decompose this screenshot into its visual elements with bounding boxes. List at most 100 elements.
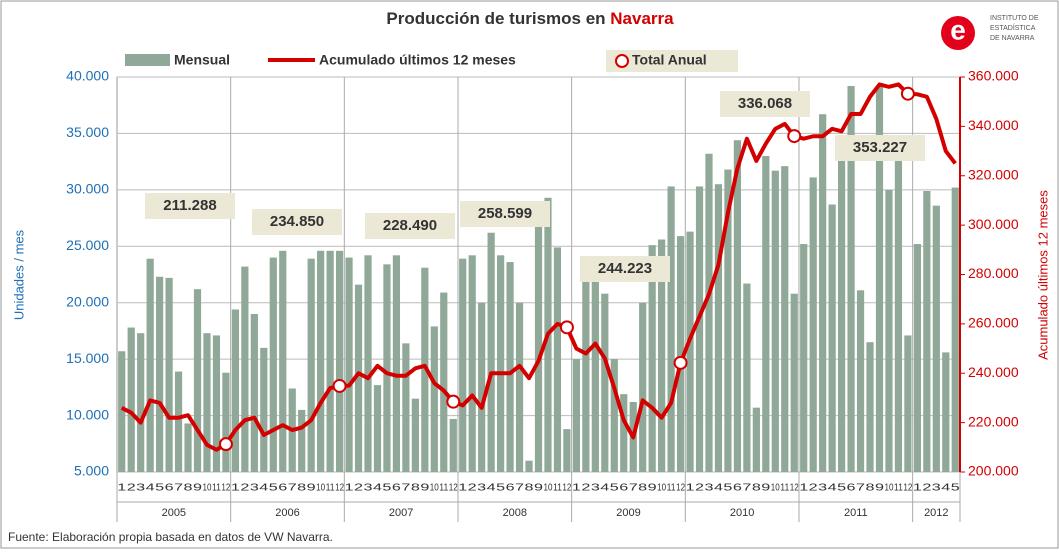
x-tick-label: 7 <box>288 483 298 494</box>
x-tick-label: 11 <box>780 483 789 494</box>
bar <box>790 293 798 472</box>
bar <box>137 333 145 472</box>
bar <box>203 333 211 472</box>
x-tick-label: 6 <box>847 483 857 494</box>
x-tick-label: 5 <box>269 483 279 494</box>
bar <box>942 352 950 472</box>
bar <box>894 160 903 472</box>
x-tick-label: 11 <box>553 483 562 494</box>
x-tick-label: 11 <box>894 483 903 494</box>
bar <box>620 394 628 472</box>
x-tick-label: 10 <box>657 483 666 494</box>
x-tick-label: 5 <box>382 483 392 494</box>
x-tick-label: 8 <box>184 483 194 494</box>
bar <box>828 204 836 472</box>
x-tick-label: 7 <box>401 483 411 494</box>
y-tick-label: 40.000 <box>66 68 109 84</box>
y-tick-label: 10.000 <box>66 406 109 422</box>
data-label: 211.288 <box>163 197 216 214</box>
x-tick-label: 12 <box>562 483 571 494</box>
bar <box>639 302 647 472</box>
x-tick-label: 12 <box>903 483 912 494</box>
year-label: 2009 <box>616 507 640 519</box>
x-tick-label: 10 <box>543 483 552 494</box>
y2-tick-label: 260.000 <box>968 315 1019 331</box>
annotation-box <box>720 91 810 117</box>
logo-letter: e <box>950 14 966 45</box>
x-tick-label: 8 <box>752 483 762 494</box>
x-tick-label: 7 <box>856 483 866 494</box>
bar <box>260 347 268 472</box>
x-tick-label: 3 <box>818 483 828 494</box>
bar <box>838 149 846 472</box>
x-tick-label: 3 <box>932 483 942 494</box>
x-tick-label: 6 <box>278 483 288 494</box>
logo-text: INSTITUTO DE <box>990 15 1039 22</box>
bar <box>411 398 419 472</box>
bar <box>648 245 656 472</box>
y2-tick-label: 300.000 <box>968 216 1019 232</box>
y-tick-label: 5.000 <box>74 463 109 479</box>
x-tick-label: 4 <box>828 483 838 494</box>
x-tick-label: 1 <box>117 483 127 494</box>
x-tick-label: 6 <box>392 483 402 494</box>
x-tick-label: 6 <box>733 483 743 494</box>
bar <box>809 177 817 472</box>
source: Fuente: Elaboración propia basada en dat… <box>8 530 333 544</box>
x-tick-label: 4 <box>941 483 951 494</box>
bar <box>705 153 713 472</box>
y2-tick-label: 200.000 <box>968 463 1019 479</box>
bar <box>714 184 723 472</box>
x-tick-label: 5 <box>837 483 847 494</box>
bar <box>932 205 940 472</box>
y2-tick-label: 320.000 <box>968 166 1019 182</box>
line <box>120 82 957 452</box>
x-tick-label: 4 <box>146 483 156 494</box>
y2-tick-label: 220.000 <box>968 413 1019 429</box>
bar <box>250 314 258 472</box>
bar <box>534 207 543 472</box>
x-tick-label: 7 <box>629 483 639 494</box>
x-tick-label: 5 <box>155 483 165 494</box>
y2-tick-label: 340.000 <box>968 117 1019 133</box>
x-tick-label: 11 <box>667 483 676 494</box>
x-tick-label: 9 <box>761 483 771 494</box>
annotation-box <box>252 209 342 235</box>
bar <box>695 186 704 472</box>
total-marker <box>787 129 802 144</box>
x-tick-label: 2 <box>581 483 591 494</box>
bar <box>610 359 618 472</box>
x-tick-label: 2 <box>809 483 819 494</box>
x-tick-label: 12 <box>335 483 344 494</box>
x-tick-label: 3 <box>591 483 601 494</box>
bar <box>146 258 154 472</box>
bar <box>392 255 401 472</box>
bar <box>762 156 770 472</box>
legend-box <box>606 50 738 72</box>
x-tick-label: 2 <box>695 483 705 494</box>
bar <box>781 166 789 472</box>
data-label: 353.227 <box>853 139 907 156</box>
bar <box>733 140 742 472</box>
total-marker <box>900 86 915 101</box>
bar <box>553 247 562 472</box>
x-tick-label: 9 <box>307 483 317 494</box>
x-tick-label: 8 <box>525 483 535 494</box>
bar <box>515 302 524 472</box>
bar <box>127 327 135 472</box>
bar <box>468 255 476 472</box>
x-tick-label: 3 <box>136 483 146 494</box>
y2-axis-title: Acumulado últimos 12 meses <box>1035 190 1050 360</box>
total-marker <box>446 394 461 409</box>
bar <box>354 284 363 472</box>
y-tick-label: 20.000 <box>66 293 109 309</box>
bar <box>279 250 287 472</box>
x-tick-label: 1 <box>572 483 582 494</box>
x-tick-label: 3 <box>250 483 260 494</box>
bar <box>667 186 675 472</box>
y-axis-title: Unidades / mes <box>11 229 26 320</box>
year-label: 2011 <box>844 507 868 519</box>
x-tick-label: 1 <box>231 483 241 494</box>
year-label: 2005 <box>162 507 186 519</box>
